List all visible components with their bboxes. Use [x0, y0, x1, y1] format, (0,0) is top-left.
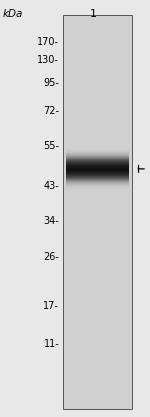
Text: 170-: 170- — [37, 37, 59, 47]
Text: 26-: 26- — [43, 252, 59, 262]
Text: 72-: 72- — [43, 106, 59, 116]
Text: 55-: 55- — [43, 141, 59, 151]
Bar — [63, 15, 132, 409]
Text: 17-: 17- — [43, 301, 59, 311]
Text: 11-: 11- — [44, 339, 59, 349]
Text: 95-: 95- — [43, 78, 59, 88]
Text: 130-: 130- — [37, 55, 59, 65]
Text: 43-: 43- — [44, 181, 59, 191]
Text: 1: 1 — [90, 9, 96, 19]
Text: 34-: 34- — [44, 216, 59, 226]
Text: kDa: kDa — [3, 9, 23, 19]
